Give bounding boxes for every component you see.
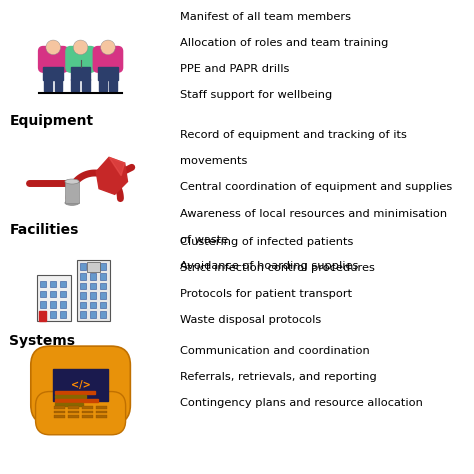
Text: Manifest of all team members: Manifest of all team members (180, 12, 351, 22)
Bar (71, 67, 91, 80)
Bar (77, 260, 110, 321)
Bar (96, 406, 107, 409)
Bar (60, 311, 65, 318)
Text: Record of equipment and tracking of its: Record of equipment and tracking of its (180, 130, 407, 140)
Bar (40, 291, 46, 298)
FancyBboxPatch shape (66, 46, 95, 72)
Ellipse shape (65, 179, 79, 184)
Bar (55, 406, 65, 409)
Bar (109, 79, 117, 91)
Bar (80, 283, 86, 289)
Bar (43, 67, 63, 80)
Bar (90, 302, 96, 309)
Bar (55, 403, 83, 406)
Bar (99, 79, 107, 91)
Bar (100, 302, 106, 309)
Bar (80, 292, 86, 299)
Bar (82, 410, 93, 413)
Bar (82, 406, 93, 409)
Circle shape (100, 40, 115, 55)
FancyBboxPatch shape (93, 46, 123, 72)
Bar (96, 415, 107, 418)
Text: </>: </> (71, 380, 91, 390)
Bar (50, 311, 56, 318)
Text: Staff support for wellbeing: Staff support for wellbeing (180, 90, 332, 100)
Bar (50, 301, 56, 308)
Text: Referrals, retrievals, and reporting: Referrals, retrievals, and reporting (180, 372, 377, 382)
Text: Strict infection control procedures: Strict infection control procedures (180, 263, 375, 273)
Bar (55, 395, 86, 398)
Circle shape (46, 40, 61, 55)
Bar (65, 182, 79, 203)
Text: Allocation of roles and team training: Allocation of roles and team training (180, 38, 389, 48)
Bar (100, 264, 106, 270)
Bar (60, 291, 65, 298)
Text: Facilities: Facilities (9, 223, 79, 237)
Bar (82, 415, 93, 418)
Bar (87, 262, 100, 272)
Text: movements: movements (180, 156, 247, 166)
Bar (55, 392, 95, 394)
Bar (80, 273, 86, 280)
Text: Waste disposal protocols: Waste disposal protocols (180, 315, 321, 325)
Bar (39, 311, 46, 321)
Bar (98, 67, 118, 80)
Bar (80, 302, 86, 309)
Text: Equipment: Equipment (9, 114, 93, 128)
Bar (90, 273, 96, 280)
Text: of waste: of waste (180, 235, 228, 245)
Bar (40, 281, 46, 287)
Bar (60, 301, 65, 308)
Text: Communication and coordination: Communication and coordination (180, 346, 370, 356)
Bar (100, 292, 106, 299)
Bar (68, 410, 79, 413)
Text: Contingency plans and resource allocation: Contingency plans and resource allocatio… (180, 398, 423, 408)
FancyBboxPatch shape (36, 392, 126, 435)
Polygon shape (96, 157, 128, 194)
Bar (68, 406, 79, 409)
Bar (55, 399, 99, 402)
Bar (50, 291, 56, 298)
Bar (72, 79, 79, 91)
Bar (82, 79, 90, 91)
Bar (60, 281, 65, 287)
Bar (55, 410, 65, 413)
Text: Clustering of infected patients: Clustering of infected patients (180, 237, 354, 247)
Bar (90, 292, 96, 299)
Bar (40, 311, 46, 318)
Bar (68, 415, 79, 418)
Text: Awareness of local resources and minimisation: Awareness of local resources and minimis… (180, 209, 447, 219)
FancyBboxPatch shape (31, 346, 130, 424)
Polygon shape (109, 157, 125, 176)
Bar (90, 311, 96, 318)
Bar (55, 415, 65, 418)
Circle shape (73, 40, 88, 55)
Bar (80, 264, 86, 270)
Text: Central coordination of equipment and supplies: Central coordination of equipment and su… (180, 182, 452, 192)
Bar (40, 301, 46, 308)
Bar (50, 281, 56, 287)
Ellipse shape (65, 201, 79, 205)
Text: Protocols for patient transport: Protocols for patient transport (180, 289, 352, 299)
Text: PPE and PAPR drills: PPE and PAPR drills (180, 64, 290, 74)
Bar (55, 79, 63, 91)
Text: Avoidance of hoarding supplies: Avoidance of hoarding supplies (180, 261, 358, 271)
Bar (100, 283, 106, 289)
Bar (44, 79, 52, 91)
Bar (96, 410, 107, 413)
Bar (80, 311, 86, 318)
Text: Systems: Systems (9, 334, 75, 348)
Bar (90, 283, 96, 289)
Bar (54, 369, 108, 401)
FancyBboxPatch shape (38, 46, 68, 72)
Bar (100, 311, 106, 318)
Bar (100, 273, 106, 280)
Bar (37, 275, 71, 321)
Bar (90, 264, 96, 270)
